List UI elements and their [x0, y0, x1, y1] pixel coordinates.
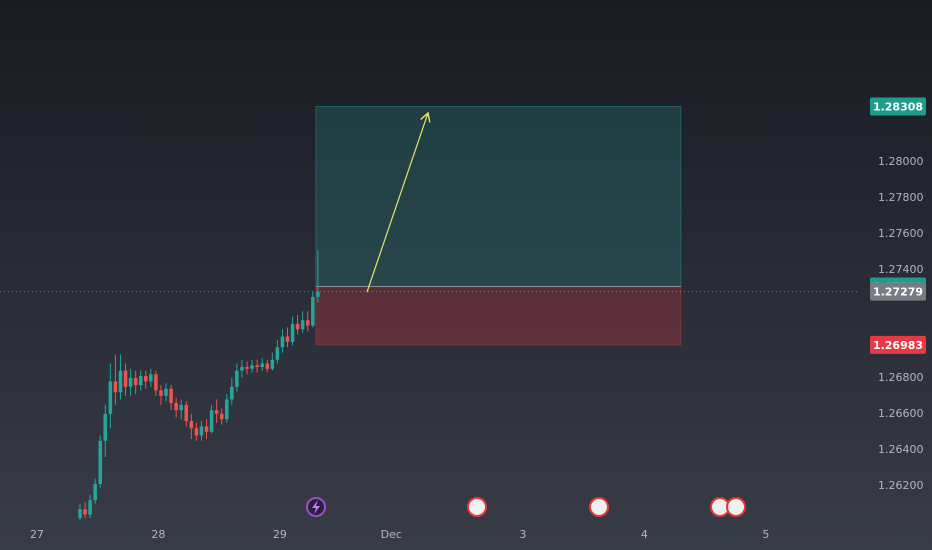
candle-body	[316, 291, 320, 297]
candle-body	[138, 376, 143, 386]
candle-body	[209, 410, 214, 432]
candle-body	[194, 428, 199, 436]
y-tick-label: 1.26600	[878, 407, 924, 420]
candle-body	[108, 381, 113, 414]
candle-body	[93, 484, 97, 501]
candle-body	[189, 421, 194, 429]
stop-zone	[315, 285, 682, 346]
current-price-label: 1.27279	[873, 286, 923, 299]
event-icon-glyph	[312, 500, 320, 514]
candle-body	[255, 365, 259, 368]
arrow-drawing	[366, 111, 431, 293]
candle-body	[245, 367, 249, 369]
candle-body	[98, 440, 102, 485]
event-icon[interactable]	[726, 497, 746, 517]
candle-body	[204, 426, 209, 432]
candle-body	[159, 390, 163, 396]
candle-body	[300, 320, 305, 330]
target-zone	[315, 106, 682, 287]
y-tick-label: 1.27800	[878, 191, 924, 204]
y-tick-label: 1.27600	[878, 227, 924, 240]
candle-body	[224, 399, 229, 420]
candle-body	[295, 323, 300, 330]
candle-body	[311, 296, 315, 326]
candle-body	[113, 381, 118, 393]
stop-price-label: 1.26983	[873, 339, 923, 352]
candle-body	[133, 377, 138, 386]
stop-price-label-box	[870, 335, 926, 354]
candle-body	[275, 347, 280, 360]
x-tick-label: 4	[641, 528, 648, 541]
candle-body	[240, 367, 244, 371]
candle-body	[169, 388, 173, 404]
candle-body	[179, 404, 183, 411]
candle-body	[260, 363, 264, 368]
candle-body	[184, 404, 189, 422]
x-tick-label: 29	[273, 528, 287, 541]
y-tick-label: 1.26800	[878, 371, 924, 384]
candle-body	[103, 413, 108, 441]
candle-body	[290, 323, 295, 342]
x-tick-label: 5	[762, 528, 769, 541]
candle-body	[128, 377, 133, 387]
y-tick-label: 1.26200	[878, 479, 924, 492]
candle-body	[88, 500, 92, 515]
candle-body	[214, 410, 219, 414]
candle-body	[250, 365, 254, 369]
candle-body	[230, 386, 234, 400]
candle-body	[144, 376, 148, 382]
y-tick-label: 1.27400	[878, 263, 924, 276]
candle-body	[280, 336, 285, 348]
x-tick-label: 27	[30, 528, 44, 541]
target-price-label-box	[870, 97, 926, 116]
event-icon[interactable]	[589, 497, 609, 517]
candle-body	[265, 363, 270, 369]
candle-body	[149, 374, 153, 382]
candle-body	[118, 370, 123, 393]
target-price-label: 1.28308	[873, 101, 923, 114]
event-icons	[306, 497, 746, 517]
event-icon[interactable]	[467, 497, 487, 517]
candle-body	[235, 370, 239, 387]
x-tick-label: Dec	[381, 528, 402, 541]
current-price-label-box	[870, 282, 926, 301]
x-tick-label: 3	[519, 528, 526, 541]
candle-body	[164, 388, 168, 396]
candle-body	[305, 320, 310, 326]
candle-body	[174, 403, 178, 411]
y-tick-label: 1.28000	[878, 155, 924, 168]
candle-body	[83, 509, 87, 515]
candle-body	[219, 413, 224, 420]
candle-body	[270, 359, 275, 369]
candle-body	[154, 374, 158, 391]
candle-body	[123, 370, 128, 387]
y-tick-label: 1.26400	[878, 443, 924, 456]
x-tick-label: 28	[151, 528, 165, 541]
candle-body	[199, 426, 204, 436]
candle-body	[78, 509, 82, 519]
candle-body	[285, 336, 290, 342]
